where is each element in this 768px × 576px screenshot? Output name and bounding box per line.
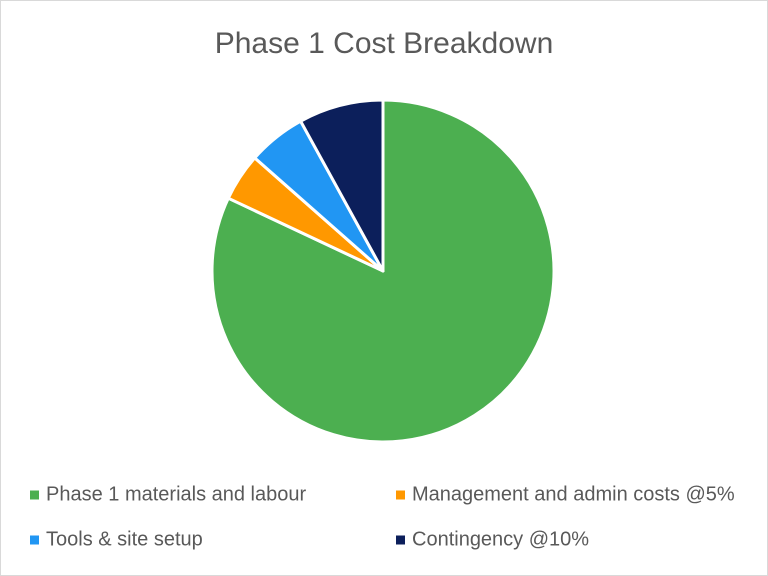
pie-slice [299, 98, 385, 273]
legend-marker [396, 535, 405, 545]
chart-title: Phase 1 Cost Breakdown [215, 27, 554, 60]
legend-marker [396, 490, 405, 500]
legend-label: Management and admin costs @5% [412, 483, 735, 505]
legend-label: Phase 1 materials and labour [46, 483, 306, 505]
legend-marker [30, 535, 39, 545]
pie-slice [210, 98, 556, 444]
legend-label: Tools & site setup [46, 528, 203, 550]
legend-label: Contingency @10% [412, 528, 589, 550]
legend-marker [30, 490, 39, 500]
